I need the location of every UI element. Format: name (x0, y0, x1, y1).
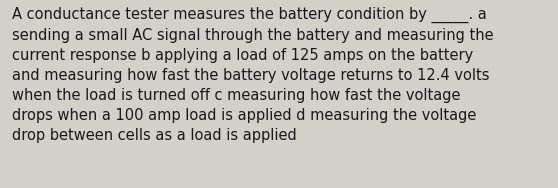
Text: A conductance tester measures the battery condition by _____. a
sending a small : A conductance tester measures the batter… (12, 7, 494, 143)
